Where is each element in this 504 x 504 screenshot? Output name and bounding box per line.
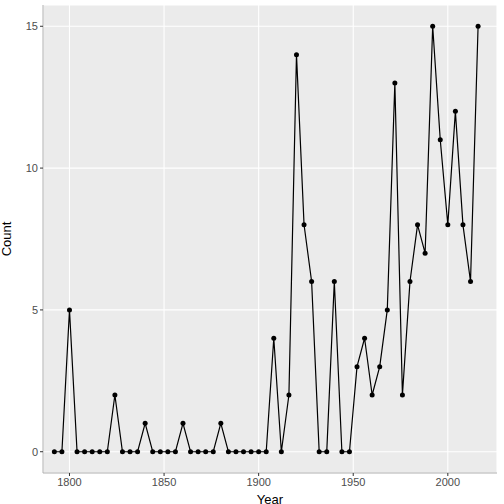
svg-text:1800: 1800 (57, 476, 81, 488)
svg-text:5: 5 (32, 304, 38, 316)
svg-text:1900: 1900 (246, 476, 270, 488)
svg-text:0: 0 (32, 446, 38, 458)
svg-text:10: 10 (26, 162, 38, 174)
svg-text:Year: Year (257, 492, 284, 504)
svg-text:1950: 1950 (341, 476, 365, 488)
svg-text:15: 15 (26, 20, 38, 32)
svg-text:2000: 2000 (436, 476, 460, 488)
svg-text:1850: 1850 (152, 476, 176, 488)
svg-text:Count: Count (8, 221, 14, 256)
